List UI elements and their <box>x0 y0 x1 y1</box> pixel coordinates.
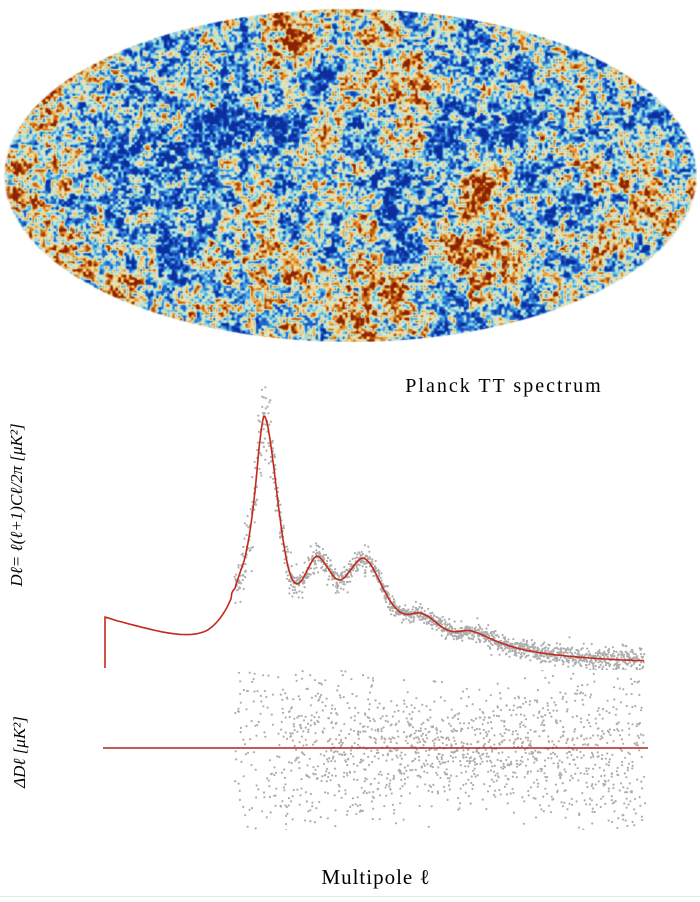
residual-unbinned-scatter <box>234 670 647 830</box>
theory-curve <box>104 415 645 668</box>
residual-y-axis-label: ΔDℓ [μK²] <box>10 716 29 789</box>
x-axis-label: Multipole ℓ <box>321 865 430 889</box>
residual-panel <box>103 670 648 830</box>
page-divider <box>0 896 700 897</box>
chart-render-root <box>103 386 648 830</box>
unbinned-scatter <box>233 386 646 670</box>
cmb-map <box>3 8 697 342</box>
chart-title: Planck TT spectrum <box>405 375 602 397</box>
main-panel <box>104 386 646 670</box>
y-axis-label: Dℓ= ℓ(ℓ+1)Cℓ/2π [μK²] <box>7 423 26 587</box>
